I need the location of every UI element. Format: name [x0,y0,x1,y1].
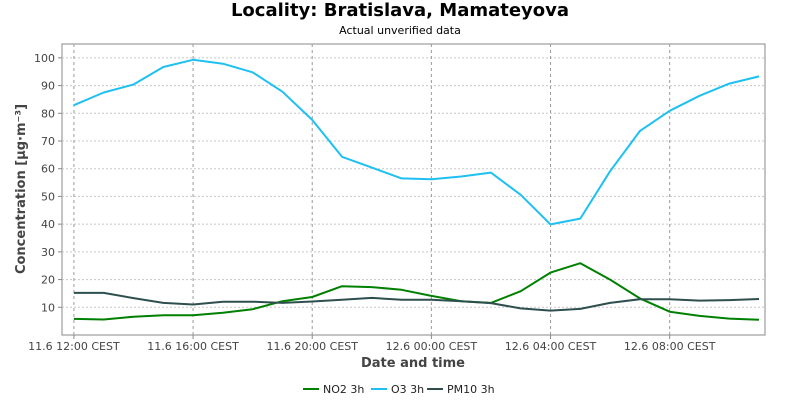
y-tick-label: 10 [41,301,55,314]
series-lines [73,58,760,321]
y-tick-label: 40 [41,218,55,231]
legend-label: PM10 3h [447,383,495,396]
y-tick-label: 60 [41,163,55,176]
plot-area [61,43,766,336]
y-tick-label: 50 [41,190,55,203]
x-tick-label: 12.6 00:00 CEST [386,340,478,353]
x-tick-label: 12.6 08:00 CEST [624,340,716,353]
axis-ticks: 10 20 30 40 50 60 70 80 90 100 11.6 12:00 CEST 11.6… [28,52,716,353]
series-line-pm10-3h [73,291,760,312]
chart-title: Locality: Bratislava, Mamateyova [230,0,570,21]
y-tick-label: 90 [41,80,55,93]
x-tick-label: 11.6 12:00 CEST [28,340,120,353]
series-line-no2-3h [73,262,760,321]
legend-label: NO2 3h [323,383,364,396]
legend-label: O3 3h [391,383,424,396]
y-axis-label: Concentration [µg·m⁻³] [14,104,29,274]
y-tick-label: 20 [41,274,55,287]
legend: NO2 3h O3 3h PM10 3h [303,383,495,396]
x-axis-label: Date and time [361,356,465,371]
y-tick-label: 80 [41,107,55,120]
x-tick-label: 12.6 04:00 CEST [505,340,597,353]
y-tick-label: 100 [34,52,55,65]
chart-subtitle: Actual unverified data [339,24,461,37]
grid-lines [62,44,765,335]
x-tick-label: 11.6 16:00 CEST [147,340,239,353]
x-tick-label: 11.6 20:00 CEST [266,340,358,353]
series-line-o3-3h [73,58,760,226]
y-tick-label: 70 [41,135,55,148]
y-tick-label: 30 [41,246,55,259]
